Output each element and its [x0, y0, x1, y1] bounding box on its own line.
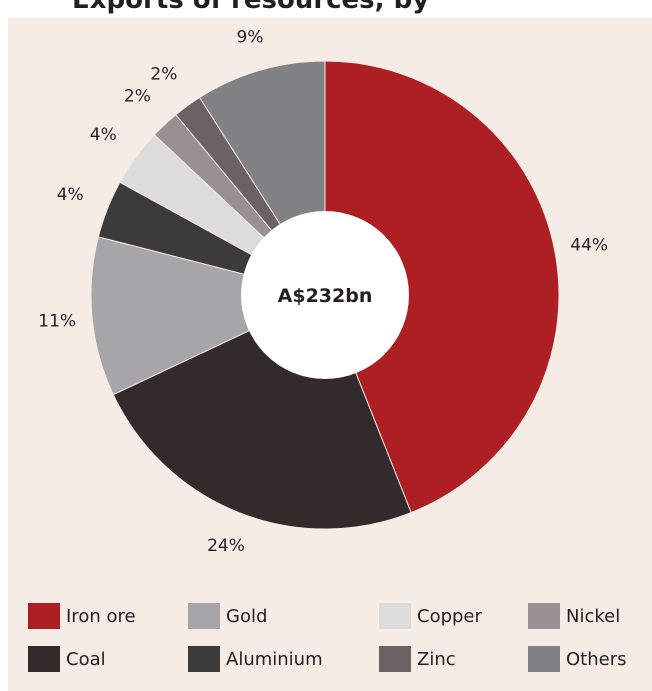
donut-chart: 44% 24% 11% 4% 4% 2%2% 9% A$232bn [38, 28, 608, 556]
legend-label-coal: Coal [66, 648, 106, 670]
center-total-label: A$232bn [278, 285, 373, 307]
legend-label-zinc: Zinc [417, 648, 456, 670]
legend-label-gold: Gold [226, 605, 268, 627]
legend-item-nickel: Nickel [528, 603, 620, 629]
pct-label-others: 9% [237, 28, 264, 48]
legend-swatch-nickel [528, 603, 560, 629]
pct-label-iron-ore: 44% [570, 236, 608, 256]
legend-label-nickel: Nickel [566, 605, 621, 627]
legend-item-copper: Copper [379, 603, 482, 629]
pct-label-gold: 11% [38, 311, 76, 331]
pct-label-nickel: 2% [124, 86, 151, 106]
legend-label-iron-ore: Iron ore [66, 605, 136, 627]
legend-item-aluminium: Aluminium [188, 646, 323, 672]
donut-hole [241, 211, 409, 379]
legend-swatch-aluminium [188, 646, 220, 672]
legend-label-copper: Copper [417, 605, 482, 627]
legend-swatch-copper [379, 603, 411, 629]
legend-item-iron-ore: Iron ore [28, 603, 136, 629]
pct-label-coal: 24% [207, 536, 245, 556]
legend-label-aluminium: Aluminium [226, 648, 323, 670]
chart-title: Exports of resources, by [72, 0, 430, 15]
legend-label-others: Others [566, 648, 627, 670]
pct-label-aluminium: 4% [57, 185, 84, 205]
legend-swatch-iron-ore [28, 603, 60, 629]
legend-swatch-coal [28, 646, 60, 672]
legend-item-others: Others [528, 646, 627, 672]
legend-swatch-others [528, 646, 560, 672]
slice-gold [90, 236, 327, 396]
legend-item-coal: Coal [28, 646, 106, 672]
pct-label-zinc: 2% [150, 64, 177, 84]
legend-item-zinc: Zinc [379, 646, 456, 672]
slice-iron-ore [324, 60, 560, 514]
pct-label-copper: 4% [90, 125, 117, 145]
legend-item-gold: Gold [188, 603, 267, 629]
legend-swatch-zinc [379, 646, 411, 672]
title-strip: Exports of resources, by [0, 0, 652, 18]
legend-swatch-gold [188, 603, 220, 629]
